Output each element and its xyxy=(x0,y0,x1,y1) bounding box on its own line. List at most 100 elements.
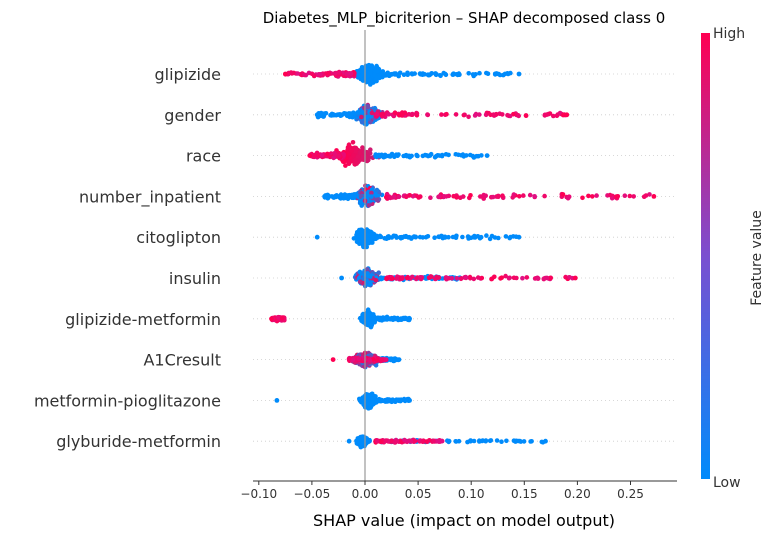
shap-point xyxy=(364,115,370,120)
shap-point xyxy=(345,112,350,117)
shap-point xyxy=(392,72,398,77)
shap-point xyxy=(402,110,408,115)
shap-point xyxy=(332,194,337,199)
shap-point xyxy=(316,153,321,158)
shap-point xyxy=(514,275,519,281)
feature-label: gender xyxy=(164,106,221,125)
x-tick-label: 0.25 xyxy=(617,487,644,501)
shap-point xyxy=(389,276,395,282)
shap-point xyxy=(360,434,366,440)
shap-point xyxy=(516,113,521,119)
shap-point xyxy=(485,71,491,76)
shap-point xyxy=(424,439,429,444)
shap-point xyxy=(355,110,361,115)
shap-point xyxy=(369,230,375,235)
shap-point xyxy=(496,235,501,241)
shap-point xyxy=(360,236,366,241)
shap-point xyxy=(357,279,363,285)
shap-point xyxy=(446,234,451,240)
shap-point xyxy=(347,159,352,164)
shap-point xyxy=(490,194,496,200)
shap-point xyxy=(333,70,338,76)
shap-point xyxy=(368,281,373,287)
shap-point xyxy=(467,274,473,280)
shap-point xyxy=(279,316,285,321)
shap-point xyxy=(494,438,500,443)
shap-point xyxy=(453,112,459,117)
shap-point xyxy=(444,111,449,117)
shap-point xyxy=(542,193,547,199)
shap-point xyxy=(614,194,619,199)
feature-label: metformin-pioglitazone xyxy=(34,391,221,410)
shap-point xyxy=(437,153,442,158)
shap-point xyxy=(454,276,460,281)
shap-point xyxy=(365,314,370,319)
shap-point xyxy=(462,112,467,118)
shap-point xyxy=(359,119,365,125)
shap-point xyxy=(477,439,482,444)
shap-point xyxy=(379,276,385,281)
shap-point xyxy=(346,438,352,444)
shap-point xyxy=(466,114,471,120)
shap-point xyxy=(360,154,366,160)
shap-point xyxy=(318,72,323,77)
shap-point xyxy=(459,153,464,158)
shap-point xyxy=(396,357,402,362)
shap-point xyxy=(607,192,613,198)
shap-point xyxy=(367,322,372,327)
shap-point xyxy=(511,438,517,444)
shap-point xyxy=(407,398,412,403)
shap-point xyxy=(500,193,505,198)
shap-point xyxy=(419,71,424,77)
shap-point xyxy=(357,149,363,154)
colorbar-title: Feature value xyxy=(749,210,765,306)
shap-point xyxy=(506,275,512,281)
shap-point xyxy=(440,276,445,281)
shap-point xyxy=(376,270,382,276)
shap-point xyxy=(453,439,459,444)
shap-point xyxy=(433,71,438,76)
shap-point xyxy=(363,63,369,69)
shap-point xyxy=(586,193,591,199)
shap-point xyxy=(295,71,300,76)
colorbar: High Low Feature value xyxy=(701,26,765,491)
shap-point xyxy=(368,82,373,87)
shap-point xyxy=(355,154,361,159)
shap-point xyxy=(376,316,382,322)
shap-point xyxy=(404,194,409,200)
shap-point xyxy=(351,153,356,158)
shap-point xyxy=(647,192,652,197)
shap-point xyxy=(498,276,503,281)
shap-point xyxy=(551,113,556,119)
shap-point xyxy=(396,73,402,79)
shap-point xyxy=(471,276,477,282)
shap-point xyxy=(369,401,375,407)
shap-point xyxy=(478,194,483,199)
shap-point xyxy=(443,275,449,280)
shap-point xyxy=(396,112,402,118)
shap-point xyxy=(491,112,496,117)
feature-label: number_inpatient xyxy=(79,187,221,207)
feature-rows: glipizide gender race number_inpatientcitog… xyxy=(34,65,677,451)
shap-point xyxy=(476,153,481,159)
shap-point xyxy=(369,110,375,116)
shap-point xyxy=(349,148,354,153)
shap-point xyxy=(360,441,365,447)
shap-point xyxy=(359,110,365,116)
shap-point xyxy=(380,112,386,117)
shap-point xyxy=(460,234,465,240)
shap-point xyxy=(565,195,571,201)
shap-point xyxy=(580,195,585,201)
shap-point xyxy=(391,316,397,321)
shap-point xyxy=(465,439,470,445)
shap-point xyxy=(527,192,533,198)
shap-point xyxy=(484,153,490,159)
shap-point xyxy=(392,440,398,445)
shap-point xyxy=(339,275,344,281)
x-tick-label: 0.00 xyxy=(352,487,379,501)
shap-point xyxy=(470,72,476,77)
shap-point xyxy=(468,193,473,198)
shap-point xyxy=(478,234,484,240)
shap-point xyxy=(451,71,456,77)
